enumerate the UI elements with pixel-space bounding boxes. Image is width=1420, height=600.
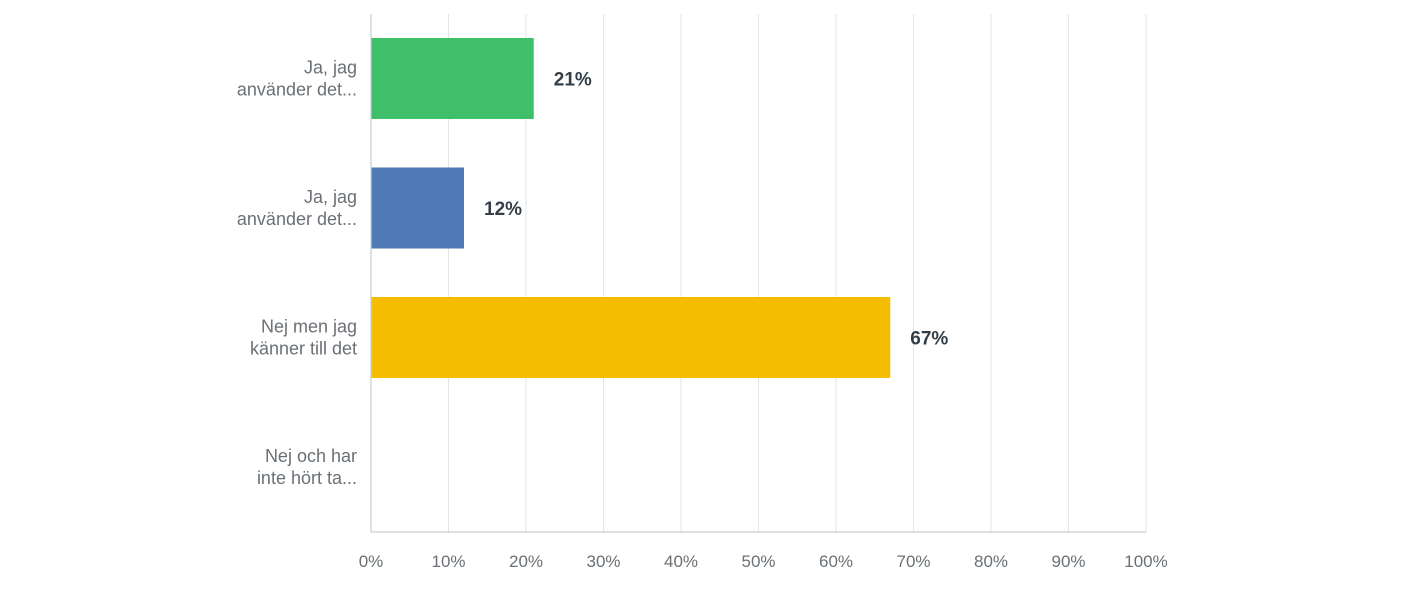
category-label-line: känner till det xyxy=(250,339,357,359)
category-label: Ja, jag använder det... xyxy=(237,187,357,229)
gridlines xyxy=(448,14,1147,532)
category-label-line: Nej och har xyxy=(265,446,357,466)
x-tick-label: 10% xyxy=(431,552,465,571)
x-tick-label: 100% xyxy=(1124,552,1167,571)
category-label-line: Nej men jag xyxy=(261,317,357,337)
x-tick-label: 0% xyxy=(359,552,384,571)
bar xyxy=(371,297,891,378)
bar xyxy=(371,167,464,249)
x-tick-label: 40% xyxy=(664,552,698,571)
category-label: Ja, jag använder det... xyxy=(237,58,357,100)
category-label-line: inte hört ta... xyxy=(257,468,357,488)
category-label: Nej men jag känner till det xyxy=(250,317,357,359)
x-tick-label: 90% xyxy=(1051,552,1085,571)
category-label-line: Ja, jag xyxy=(304,58,357,78)
data-label: 67% xyxy=(910,329,948,350)
data-label: 21% xyxy=(554,70,592,91)
x-tick-label: 60% xyxy=(819,552,853,571)
bars xyxy=(371,38,891,378)
data-label: 12% xyxy=(484,199,522,220)
category-label-line: Ja, jag xyxy=(304,187,357,207)
category-label-line: använder det... xyxy=(237,209,357,229)
x-tick-label: 20% xyxy=(509,552,543,571)
labels: 21%Ja, jag använder det...12%Ja, jag använ… xyxy=(237,58,948,489)
bar xyxy=(371,38,534,119)
category-label-line: använder det... xyxy=(237,80,357,100)
x-tick-label: 70% xyxy=(896,552,930,571)
x-tick-label: 30% xyxy=(586,552,620,571)
axes: 0% 10% 20% 30% 40% 50% 60% 70% 80% 90% 100% xyxy=(359,14,1168,571)
x-tick-label: 50% xyxy=(741,552,775,571)
x-tick-label: 80% xyxy=(974,552,1008,571)
category-label: Nej och har inte hört ta... xyxy=(257,446,357,488)
